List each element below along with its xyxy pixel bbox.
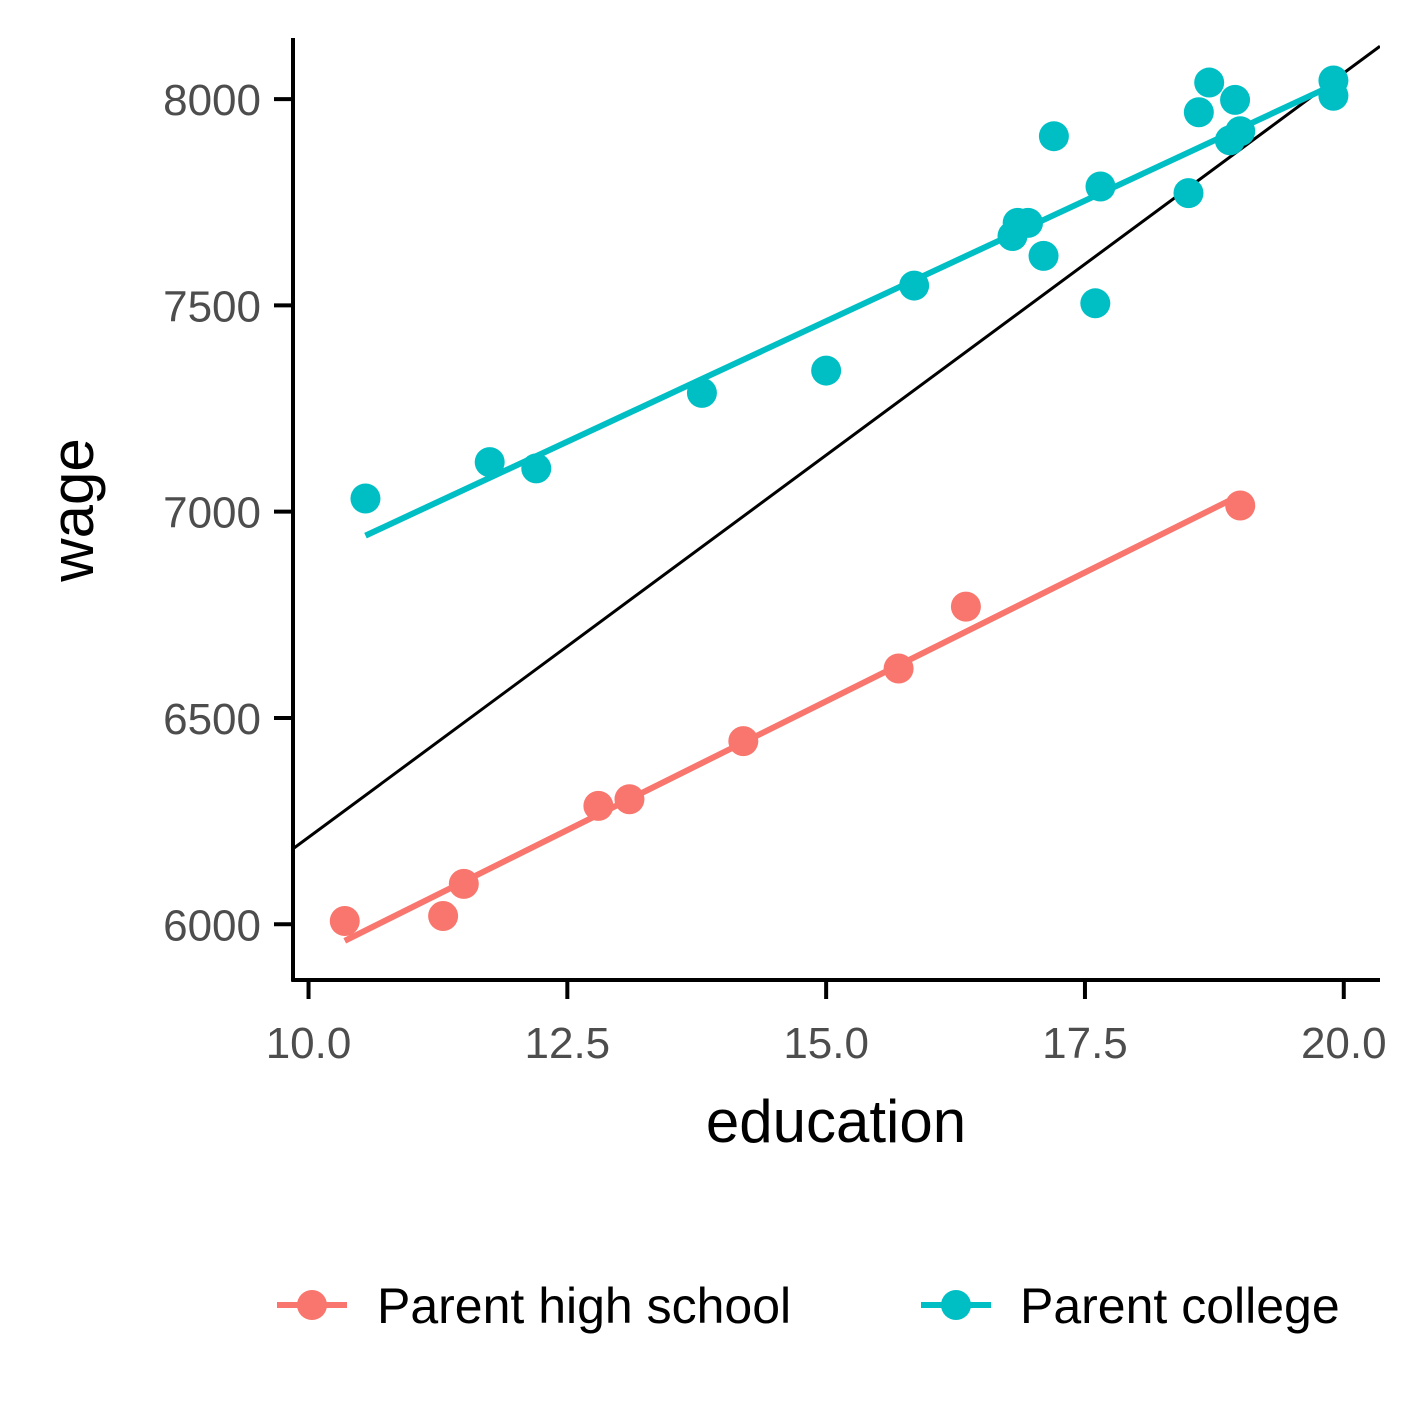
y-tick-label: 7500: [163, 282, 261, 331]
point-series-2-3: [521, 453, 552, 484]
point-series-2-15: [1183, 97, 1214, 128]
legend-label: Parent high school: [377, 1278, 791, 1334]
point-series-2-14: [1173, 178, 1204, 209]
point-series-2-18: [1220, 84, 1251, 115]
y-tick-label: 8000: [163, 76, 261, 125]
point-series-2-1: [350, 483, 381, 514]
plot-area: [293, 45, 1380, 944]
point-series-2-12: [1080, 288, 1111, 319]
point-series-1-3: [448, 868, 479, 899]
point-series-2-13: [1085, 171, 1116, 202]
fit-line-series-1: [343, 492, 1242, 944]
fit-line-series-2: [364, 79, 1340, 539]
x-tick-label: 17.5: [1042, 1019, 1128, 1068]
x-tick-label: 12.5: [525, 1019, 611, 1068]
y-tick-label: 6000: [163, 901, 261, 950]
legend-key-point: [297, 1290, 327, 1320]
point-series-1-7: [883, 653, 914, 684]
point-series-1-9: [1225, 490, 1256, 521]
point-series-2-10: [1028, 240, 1059, 271]
legend: Parent high school Parent college: [277, 1278, 1340, 1334]
point-series-2-9: [1013, 207, 1044, 238]
point-series-1-2: [428, 901, 459, 932]
point-series-2-5: [811, 355, 842, 386]
point-series-2-4: [686, 377, 717, 408]
x-axis: 10.0 12.5 15.0 17.5 20.0: [266, 978, 1387, 1068]
point-series-1-8: [950, 591, 981, 622]
x-tick-label: 10.0: [266, 1019, 352, 1068]
legend-key-point: [941, 1290, 971, 1320]
point-series-1-6: [728, 726, 759, 757]
point-series-2-6: [899, 270, 930, 301]
y-axis-title: wage: [39, 438, 106, 582]
y-tick-label: 6500: [163, 695, 261, 744]
legend-label: Parent college: [1020, 1278, 1340, 1334]
point-series-1-5: [614, 784, 645, 815]
point-series-1-4: [583, 790, 614, 821]
point-series-2-11: [1038, 121, 1069, 152]
overall-trend-line: [293, 45, 1380, 850]
point-series-2-16: [1194, 67, 1225, 98]
x-tick-label: 20.0: [1301, 1019, 1387, 1068]
legend-item-2: Parent college: [921, 1278, 1340, 1334]
x-axis-title: education: [706, 1088, 966, 1155]
y-axis: 6000 6500 7000 7500 8000: [163, 38, 295, 982]
x-tick-label: 15.0: [783, 1019, 869, 1068]
point-series-2-2: [474, 447, 505, 478]
point-series-2-21: [1318, 80, 1349, 111]
legend-item-1: Parent high school: [277, 1278, 791, 1334]
point-series-1-1: [329, 905, 360, 936]
point-series-2-19: [1225, 116, 1256, 147]
y-tick-label: 7000: [163, 489, 261, 538]
